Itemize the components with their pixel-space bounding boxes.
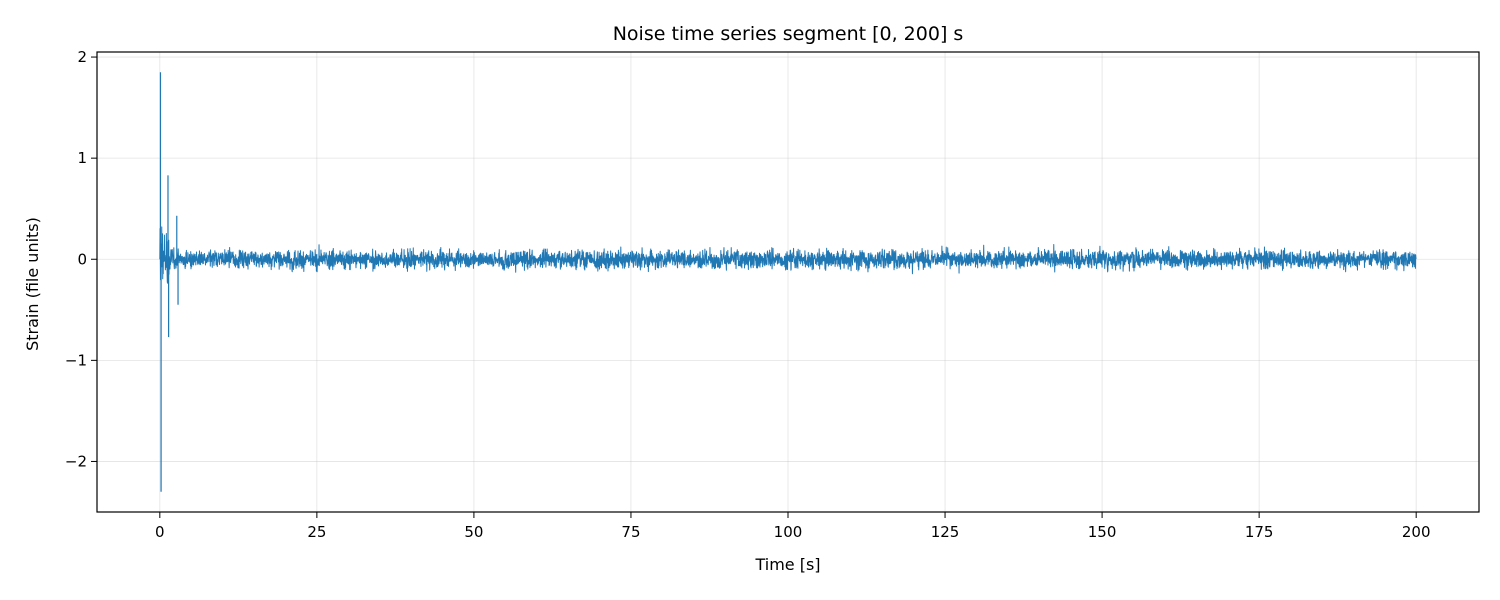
x-axis: 0 25 50 75 100 125 150 175 200 <box>155 512 1431 541</box>
x-tick-label: 100 <box>774 523 803 541</box>
series-noise-line <box>159 226 1417 284</box>
x-tick-label: 200 <box>1402 523 1431 541</box>
x-tick-label: 150 <box>1088 523 1117 541</box>
x-tick-label: 25 <box>307 523 326 541</box>
y-tick-label: −2 <box>65 452 87 470</box>
y-tick-label: −1 <box>65 351 87 369</box>
x-tick-label: 50 <box>464 523 483 541</box>
x-tick-label: 75 <box>621 523 640 541</box>
grid-lines <box>97 52 1479 512</box>
x-tick-label: 175 <box>1245 523 1274 541</box>
series-strain <box>159 72 1417 492</box>
y-tick-label: 1 <box>77 149 87 167</box>
y-axis-label: Strain (file units) <box>23 217 42 351</box>
chart-title: Noise time series segment [0, 200] s <box>613 23 964 45</box>
y-axis: −2 −1 0 1 2 <box>65 48 97 470</box>
x-axis-label: Time [s] <box>754 555 820 574</box>
x-tick-label: 0 <box>155 523 165 541</box>
x-tick-label: 125 <box>931 523 960 541</box>
y-tick-label: 2 <box>77 48 87 66</box>
y-tick-label: 0 <box>77 250 87 268</box>
